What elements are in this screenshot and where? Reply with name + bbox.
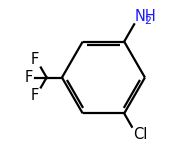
Text: F: F — [31, 52, 39, 67]
Text: NH: NH — [135, 9, 157, 24]
Text: Cl: Cl — [133, 128, 147, 142]
Text: 2: 2 — [144, 16, 151, 26]
Text: F: F — [31, 88, 39, 103]
Text: F: F — [25, 70, 33, 85]
